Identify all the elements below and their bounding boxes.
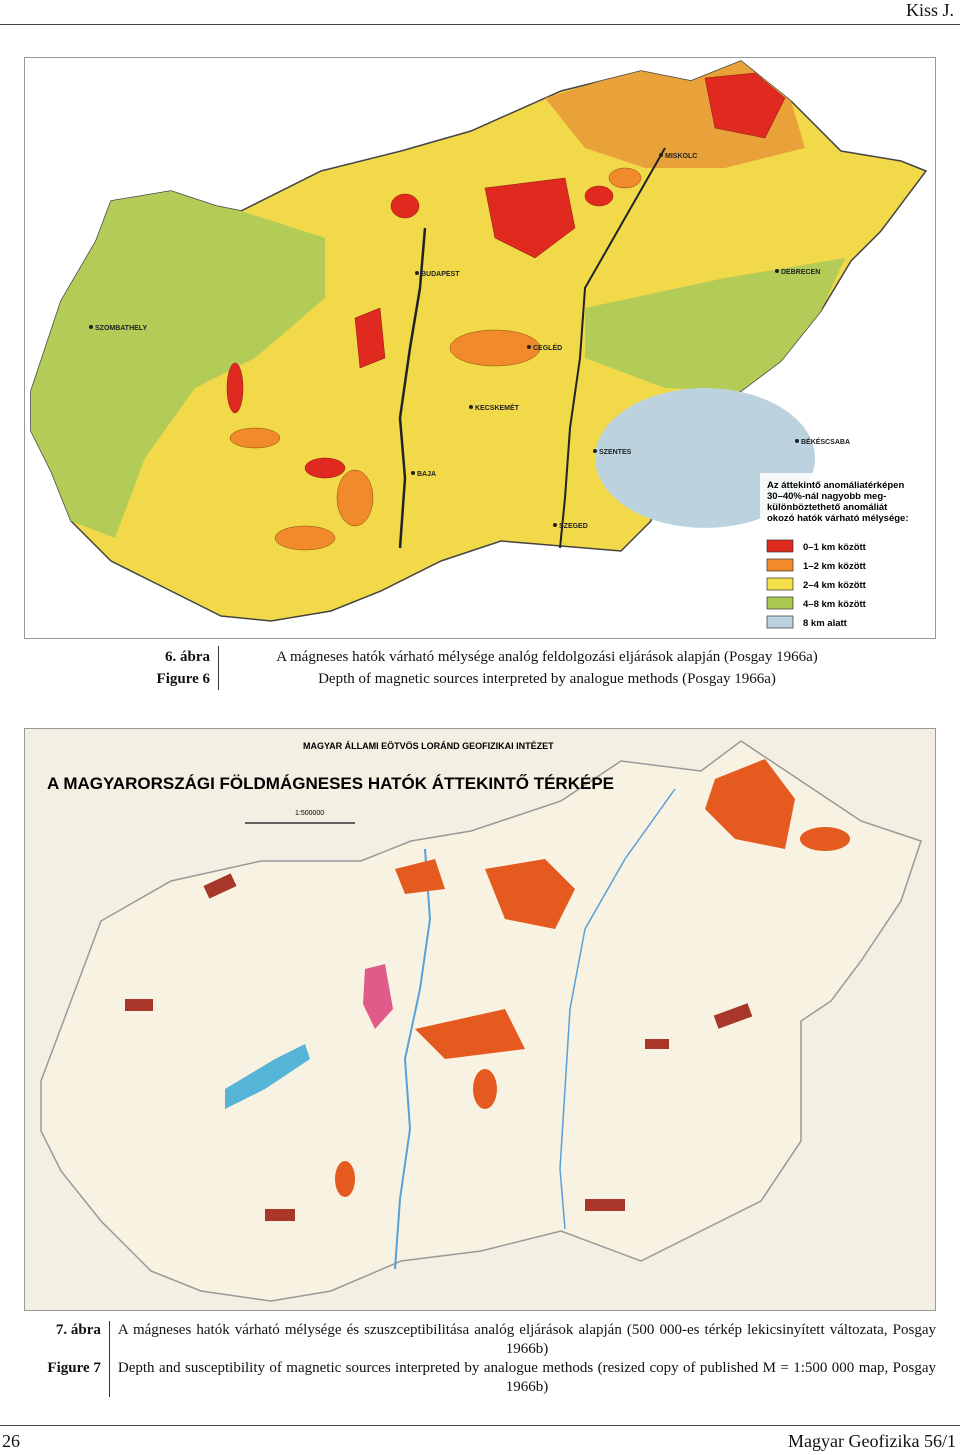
anomaly-patches — [226, 72, 786, 479]
legend-label: 8 km alatt — [803, 618, 848, 629]
caption-label-hu: 6. ábra — [165, 649, 210, 665]
place-label: KECSKEMÉT — [475, 403, 520, 412]
green-west — [31, 191, 325, 538]
place-dot — [415, 271, 419, 275]
place-dot — [659, 153, 663, 157]
header-rule — [0, 24, 960, 25]
place-labels: BUDAPEST DEBRECEN SZEGED CEGLÉD SZENTES MISKO… — [89, 153, 850, 530]
danube — [398, 227, 427, 549]
place-label: SZENTES — [599, 449, 632, 456]
balaton — [225, 1044, 310, 1109]
figure-6-caption: 6. ábra Figure 6 A mágneses hatók várhat… — [150, 646, 930, 690]
green-east — [585, 258, 845, 391]
place-label: MISKOLC — [665, 153, 697, 160]
place-dot — [469, 405, 473, 409]
place-label: BUDAPEST — [421, 271, 460, 278]
legend-swatch — [766, 596, 794, 610]
caption-label-en: Figure 7 — [24, 1359, 110, 1397]
figure-7-caption: 7. ábra A mágneses hatók várható mélység… — [24, 1321, 936, 1397]
caption-label-hu: 7. ábra — [24, 1321, 110, 1359]
place-dot — [775, 269, 779, 273]
legend-title: különböztethető anomáliát — [767, 502, 888, 513]
legend: Az áttekintő anomáliatérképen30–40%-nál … — [760, 473, 932, 633]
legend-swatch — [766, 539, 794, 553]
caption-text-en: Depth of magnetic sources interpreted by… — [318, 671, 776, 687]
anomaly-patches — [335, 759, 850, 1197]
place-dot — [553, 523, 557, 527]
caption-labels: 6. ábra Figure 6 — [150, 646, 219, 690]
place-label: BÉKÉSCSABA — [801, 437, 850, 446]
tisza — [559, 788, 676, 1230]
caption-label-en: Figure 6 — [156, 671, 210, 687]
caption-text-hu: A mágneses hatók várható mélysége és szu… — [117, 1322, 936, 1357]
place-dot — [527, 345, 531, 349]
legend-title: okozó hatók várható mélysége: — [767, 513, 908, 524]
anomaly-patches-dark — [125, 873, 753, 1221]
place-dot — [593, 449, 597, 453]
running-header: Kiss J. — [905, 0, 954, 20]
legend-label: 4–8 km között — [803, 599, 867, 610]
journal-name: Magyar Geofizika 56/1 — [788, 1431, 956, 1451]
place-label: DEBRECEN — [781, 269, 820, 276]
legend-title: Az áttekintő anomáliatérképen — [767, 480, 904, 491]
caption-text-en: Depth and susceptibility of magnetic sou… — [117, 1360, 936, 1395]
page-number: 26 — [2, 1431, 20, 1451]
legend-swatch — [766, 615, 794, 629]
caption-text-hu: A mágneses hatók várható mélysége analóg… — [276, 649, 818, 665]
figure-7-map: MAGYAR ÁLLAMI EÖTVÖS LORÁND GEOFIZIKAI I… — [24, 728, 936, 1311]
place-label: BAJA — [417, 471, 436, 478]
caption-row-en: Figure 7 Depth and susceptibility of mag… — [24, 1359, 936, 1397]
figure-6-map: BUDAPEST DEBRECEN SZEGED CEGLÉD SZENTES MISKO… — [24, 57, 936, 639]
place-dot — [411, 471, 415, 475]
caption-texts: A mágneses hatók várható mélysége analóg… — [219, 646, 867, 690]
legend-swatch — [766, 577, 794, 591]
legend-label: 2–4 km között — [803, 580, 867, 591]
place-label: SZOMBATHELY — [95, 325, 147, 332]
scale-label: 1:500000 — [295, 810, 324, 817]
place-dot — [89, 325, 93, 329]
legend-swatch — [766, 558, 794, 572]
map-title: A MAGYARORSZÁGI FÖLDMÁGNESES HATÓK ÁTTEK… — [47, 774, 614, 793]
legend-label: 1–2 km között — [803, 561, 867, 572]
caption-row-hu: 7. ábra A mágneses hatók várható mélység… — [24, 1321, 936, 1359]
anomaly-patches-orange — [229, 167, 642, 551]
legend-label: 0–1 km között — [803, 542, 867, 553]
legend-title: 30–40%-nál nagyobb meg- — [767, 491, 886, 502]
institute-name: MAGYAR ÁLLAMI EÖTVÖS LORÁND GEOFIZIKAI I… — [303, 741, 554, 751]
footer-rule — [0, 1425, 960, 1426]
place-label: CEGLÉD — [533, 343, 562, 352]
place-label: SZEGED — [559, 523, 588, 530]
tisza — [559, 147, 666, 549]
pink-anomaly — [363, 964, 393, 1029]
place-dot — [795, 439, 799, 443]
danube — [394, 848, 432, 1270]
